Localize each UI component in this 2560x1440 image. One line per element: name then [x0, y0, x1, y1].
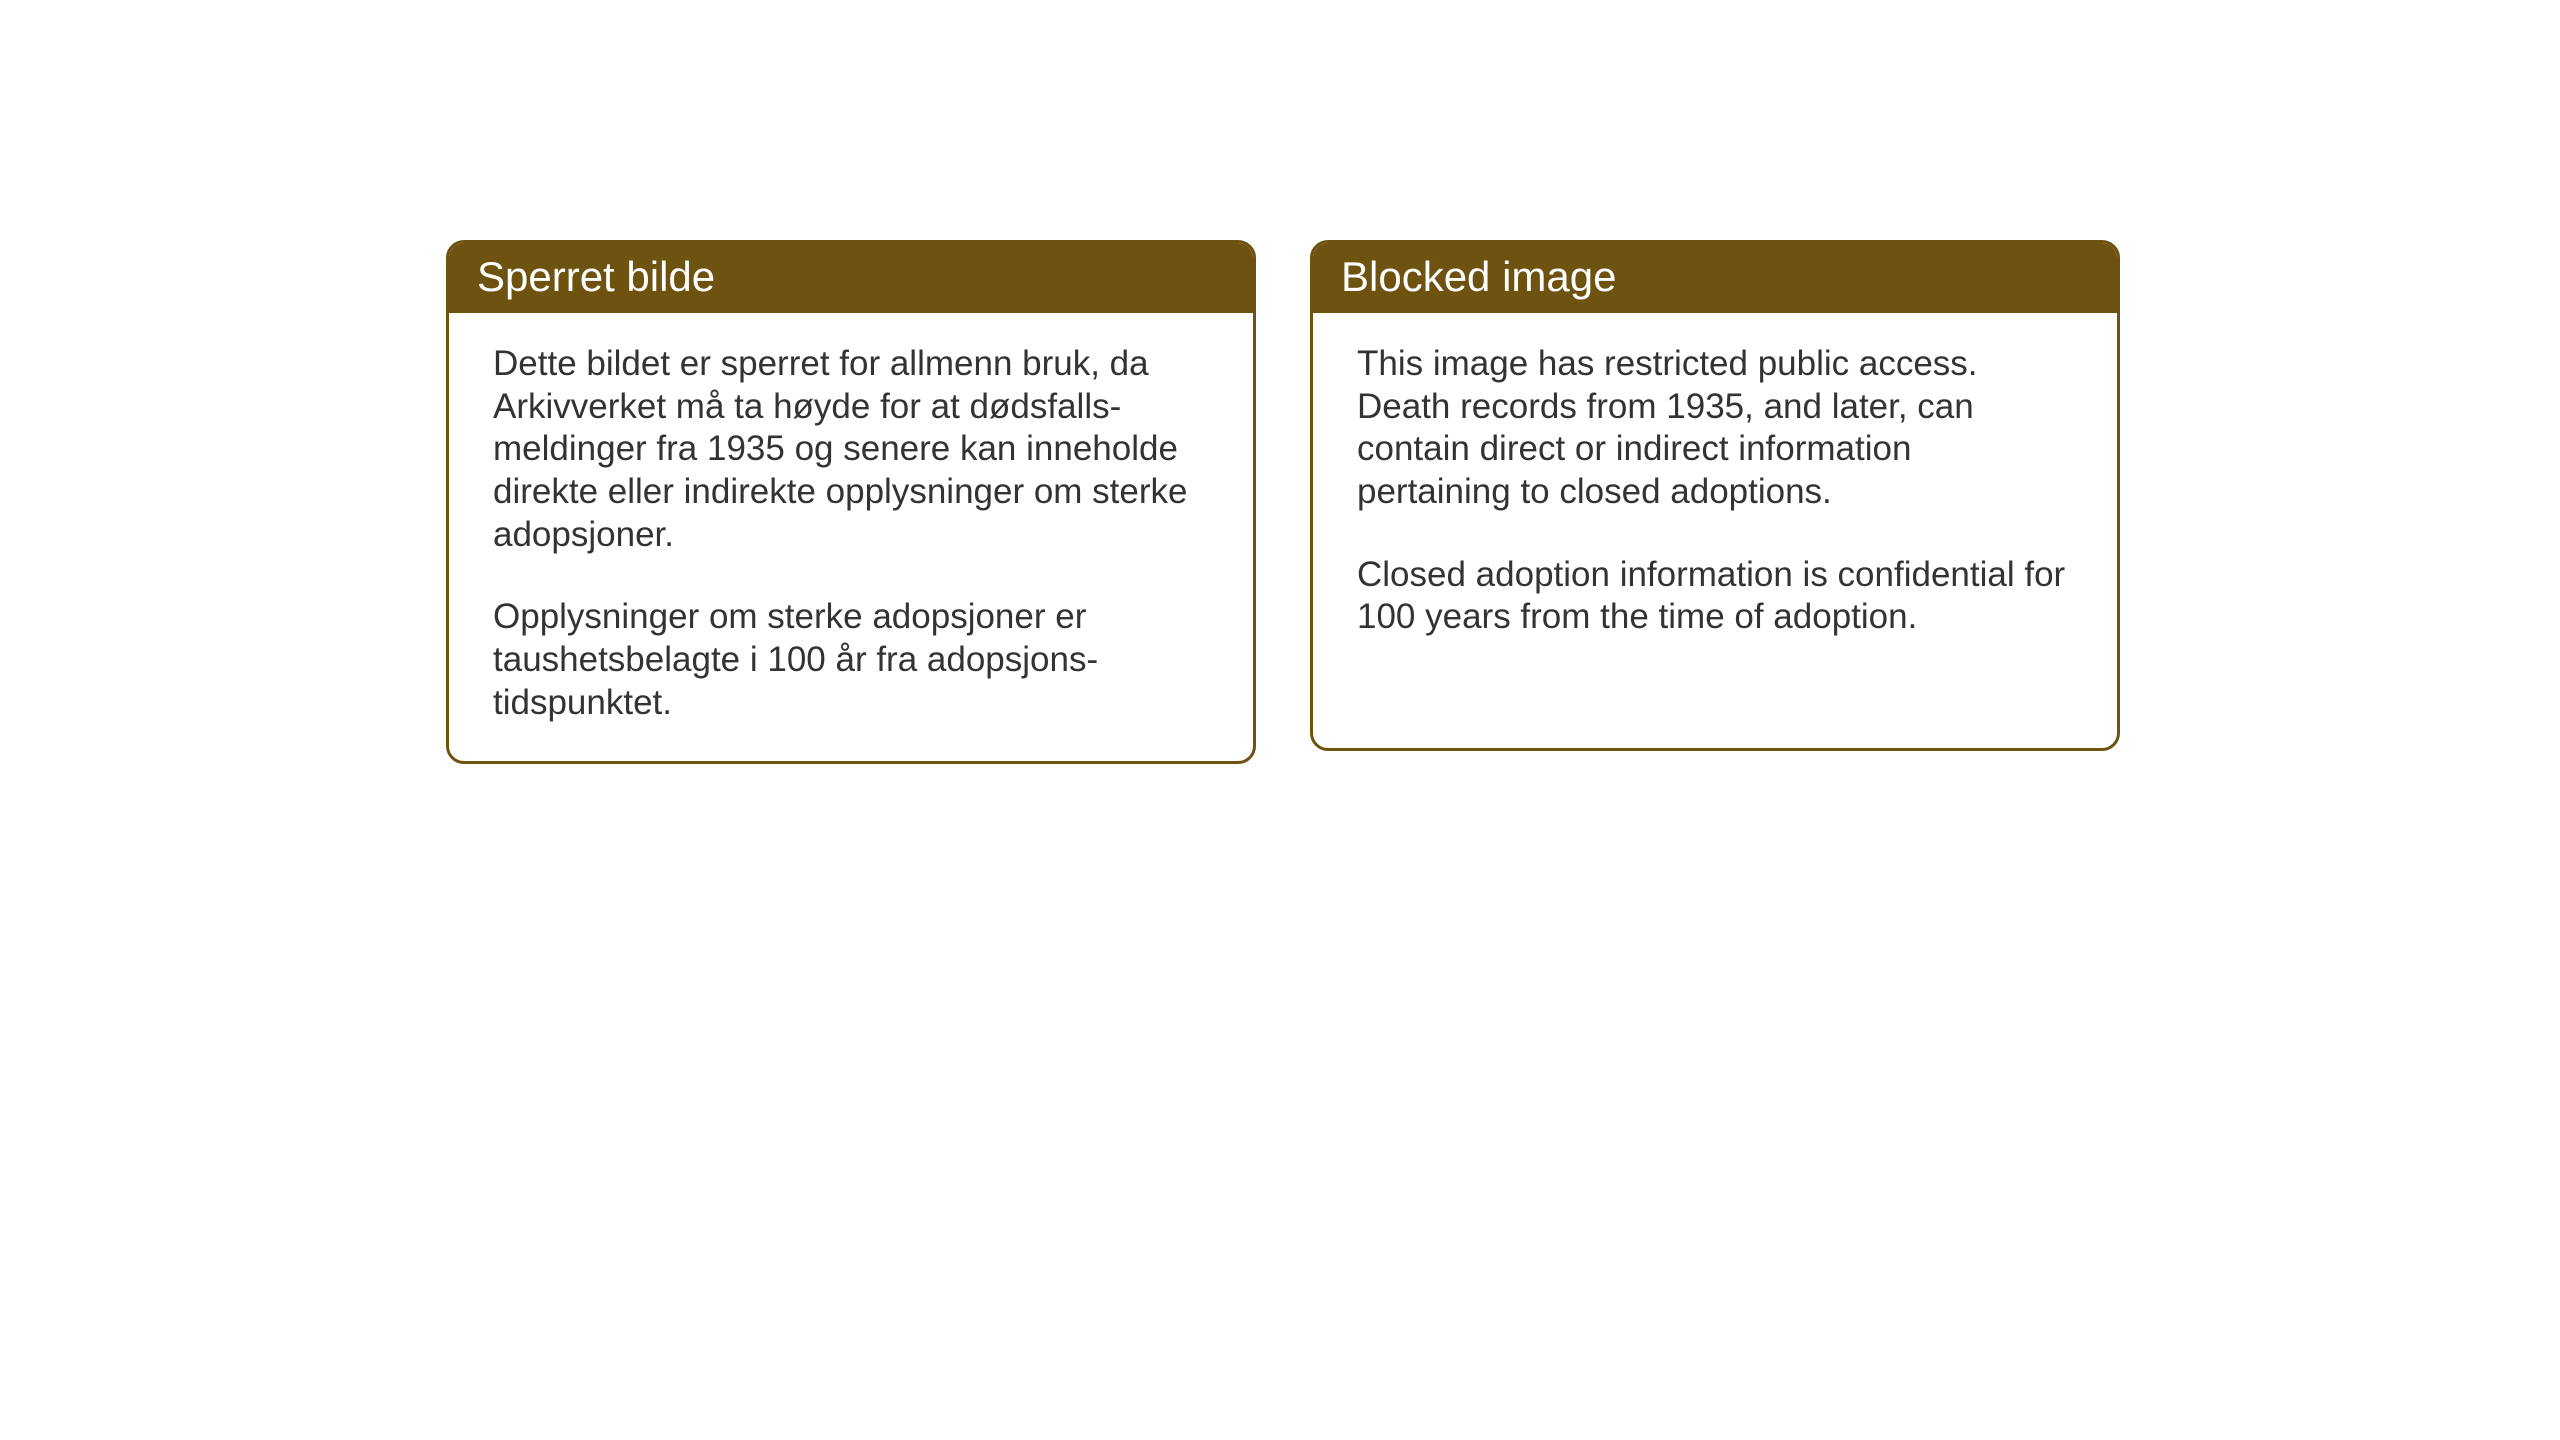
notice-card-english: Blocked image This image has restricted … [1310, 240, 2120, 751]
card-header-english: Blocked image [1313, 243, 2117, 313]
card-header-norwegian: Sperret bilde [449, 243, 1253, 313]
card-body-norwegian: Dette bildet er sperret for allmenn bruk… [449, 313, 1253, 761]
card-paragraph: This image has restricted public access.… [1357, 343, 2073, 514]
notice-container: Sperret bilde Dette bildet er sperret fo… [446, 240, 2120, 764]
card-title: Blocked image [1341, 253, 1616, 300]
card-paragraph: Closed adoption information is confident… [1357, 554, 2073, 639]
card-paragraph: Dette bildet er sperret for allmenn bruk… [493, 343, 1209, 556]
card-title: Sperret bilde [477, 253, 715, 300]
card-paragraph: Opplysninger om sterke adopsjoner er tau… [493, 596, 1209, 724]
card-body-english: This image has restricted public access.… [1313, 313, 2117, 675]
notice-card-norwegian: Sperret bilde Dette bildet er sperret fo… [446, 240, 1256, 764]
